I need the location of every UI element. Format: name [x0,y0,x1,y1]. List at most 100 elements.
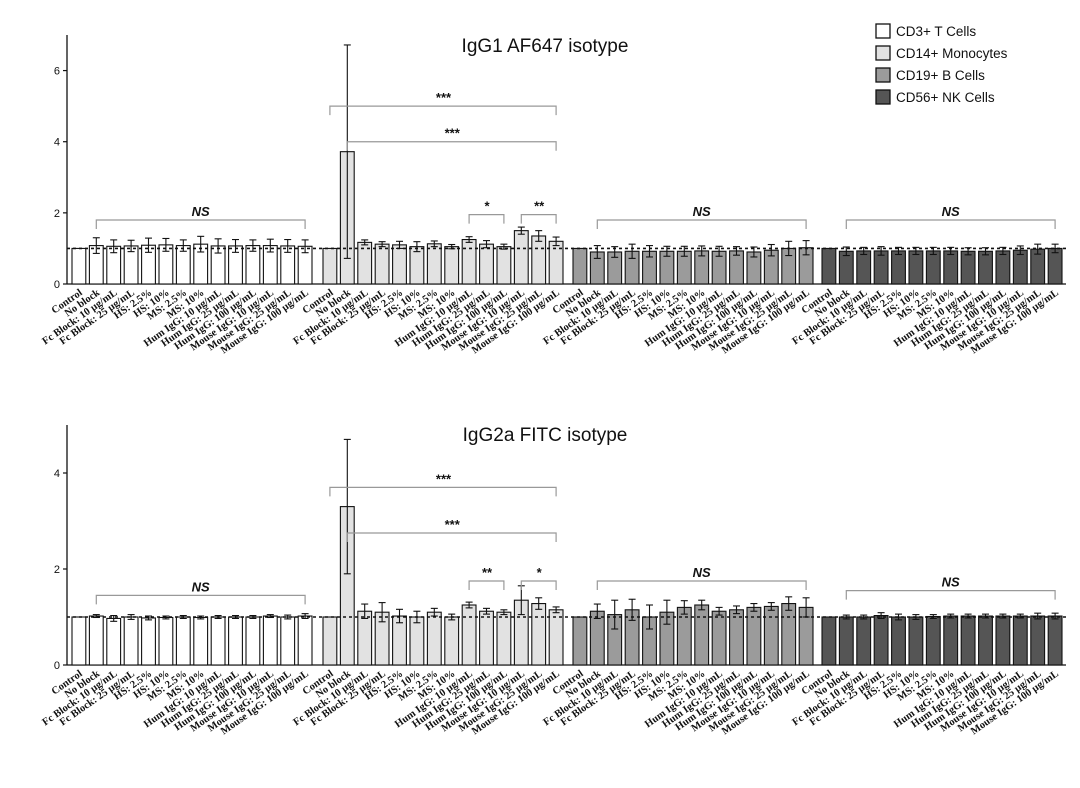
bar [821,616,837,666]
bar [513,230,529,285]
bar [479,610,494,666]
bar [978,250,993,285]
bar [908,250,924,285]
bar [694,604,710,666]
bar [71,616,87,666]
y-tick-label: 2 [54,564,60,576]
bar [426,243,442,285]
bar [88,615,104,666]
bar [496,611,512,666]
legend-swatch-nk-cells [875,89,891,105]
significance-label: * [484,199,490,214]
significance-bracket [468,214,505,224]
bar [193,616,209,666]
bar [891,616,906,666]
legend: CD3+ T Cells CD14+ Monocytes CD19+ B Cel… [875,23,1008,105]
bar [531,235,547,285]
bar [262,615,278,666]
bar [978,615,993,666]
bar [496,246,512,285]
bar [426,611,442,666]
bar [729,609,744,666]
chart-title-bottom: IgG2a FITC isotype [463,425,628,446]
bar [228,616,243,666]
significance-bracket [596,219,807,229]
bar [1012,249,1028,285]
bar [908,616,924,666]
bar [141,617,156,666]
legend-label-t-cells: CD3+ T Cells [896,24,976,39]
significance-bracket [845,590,1056,600]
bar [873,250,889,285]
bar [676,606,692,666]
bar [856,616,872,666]
significance-bracket [329,486,557,497]
bar [461,238,477,285]
significance-bracket [596,580,807,590]
bar [123,616,139,666]
bar [1030,615,1046,666]
y-tick-label: 6 [54,66,60,78]
bar [461,604,477,666]
significance-label: ** [481,565,492,580]
legend-label-b-cells: CD19+ B Cells [896,68,985,83]
bar [960,615,976,666]
bar [444,246,460,285]
significance-label: *** [444,517,460,532]
bar [531,603,547,666]
bar [106,617,122,666]
bar [392,615,407,666]
bar [444,616,460,666]
bar [746,606,762,666]
bar [572,247,588,285]
significance-label: NS [192,579,210,594]
bar [1047,615,1063,666]
significance-label: NS [192,204,210,219]
bar [71,247,87,285]
significance-bracket [95,219,306,229]
bar [925,250,941,285]
significance-bracket [329,105,557,116]
legend-label-monocytes: CD14+ Monocytes [896,46,1008,61]
bar [1012,615,1028,666]
legend-swatch-monocytes [875,45,891,61]
bar [409,616,425,666]
bar [943,250,959,285]
bar [856,250,872,285]
bar [729,250,744,285]
bar [322,247,338,285]
y-tick-label: 0 [54,660,60,672]
y-tick-label: 0 [54,279,60,291]
bar [245,616,261,666]
significance-label: NS [942,204,960,219]
bar [891,250,906,285]
bar [572,616,588,666]
bar [158,616,174,666]
significance-bracket [346,141,557,151]
bar [280,616,296,666]
legend-label-nk-cells: CD56+ NK Cells [896,90,995,105]
bar [589,610,605,666]
bar [960,250,976,285]
significance-bracket [346,532,557,542]
significance-bracket [520,214,557,224]
significance-label: *** [435,471,451,486]
legend-swatch-b-cells [875,67,891,83]
bar [711,610,727,666]
bar [995,250,1011,285]
bar [781,603,797,666]
chart-title-top: IgG1 AF647 isotype [462,36,629,57]
bar [943,615,959,666]
significance-label: NS [693,204,711,219]
significance-bracket [468,580,505,590]
bar [322,616,338,666]
significance-label: *** [435,90,451,105]
y-tick-label: 4 [54,137,60,149]
bar [374,243,390,285]
bar [210,616,226,666]
bar [175,616,191,666]
bar [392,244,407,285]
bar [357,610,373,666]
